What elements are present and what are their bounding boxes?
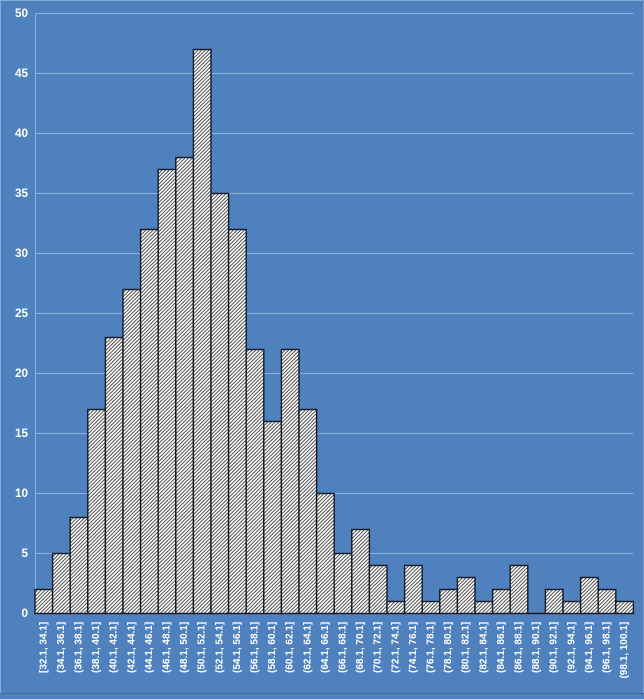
svg-text:50: 50 [15,7,29,20]
svg-text:(88.1, 90.1]: (88.1, 90.1] [531,622,542,673]
svg-text:45: 45 [15,67,29,80]
svg-text:(68.1, 70.1]: (68.1, 70.1] [355,622,366,673]
svg-text:(54.1, 56.1]: (54.1, 56.1] [232,622,243,673]
svg-text:(84.1, 86.1]: (84.1, 86.1] [496,622,507,673]
svg-text:(38.1, 40.1]: (38.1, 40.1] [91,622,102,673]
svg-text:(52.1, 54.1]: (52.1, 54.1] [214,622,225,673]
svg-text:25: 25 [15,307,29,320]
svg-text:(48.1, 50.1]: (48.1, 50.1] [179,622,190,673]
svg-text:(78.1, 80.1]: (78.1, 80.1] [443,622,454,673]
svg-text:20: 20 [15,367,29,380]
svg-text:(80.1, 82.1]: (80.1, 82.1] [461,622,472,673]
svg-text:(44.1, 46.1]: (44.1, 46.1] [144,622,155,673]
svg-text:(50.1, 52.1]: (50.1, 52.1] [197,622,208,673]
svg-text:35: 35 [15,187,29,200]
svg-text:(42.1, 44.1]: (42.1, 44.1] [126,622,137,673]
svg-text:(98.1, 100.1]: (98.1, 100.1] [619,622,630,679]
svg-text:(90.1, 92.1]: (90.1, 92.1] [549,622,560,673]
svg-text:(34.1, 36.1]: (34.1, 36.1] [56,622,67,673]
svg-text:(96.1, 98.1]: (96.1, 98.1] [602,622,613,673]
svg-text:(40.1, 42.1]: (40.1, 42.1] [109,622,120,673]
svg-text:(92.1, 94.1]: (92.1, 94.1] [566,622,577,673]
svg-text:(74.1, 76.1]: (74.1, 76.1] [408,622,419,673]
svg-text:(72.1, 74.1]: (72.1, 74.1] [390,622,401,673]
svg-text:30: 30 [15,247,29,260]
svg-text:(46.1, 48.1]: (46.1, 48.1] [162,622,173,673]
svg-text:(62.1, 64.1]: (62.1, 64.1] [302,622,313,673]
svg-text:0: 0 [21,607,28,620]
svg-text:(58.1, 60.1]: (58.1, 60.1] [267,622,278,673]
svg-text:(94.1, 96.1]: (94.1, 96.1] [584,622,595,673]
svg-text:(86.1, 88.1]: (86.1, 88.1] [514,622,525,673]
svg-text:(60.1, 62.1]: (60.1, 62.1] [285,622,296,673]
svg-text:(82.1, 84.1]: (82.1, 84.1] [478,622,489,673]
svg-text:(56.1, 58.1]: (56.1, 58.1] [250,622,261,673]
svg-text:(70.1, 72.1]: (70.1, 72.1] [373,622,384,673]
svg-text:5: 5 [21,547,28,560]
svg-text:[32.1, 34.1]: [32.1, 34.1] [38,622,49,673]
svg-text:(36.1, 38.1]: (36.1, 38.1] [74,622,85,673]
svg-text:15: 15 [15,427,29,440]
svg-text:(66.1, 68.1]: (66.1, 68.1] [338,622,349,673]
svg-text:(76.1, 78.1]: (76.1, 78.1] [426,622,437,673]
svg-text:10: 10 [15,487,29,500]
svg-text:40: 40 [15,127,29,140]
svg-text:(64.1, 66.1]: (64.1, 66.1] [320,622,331,673]
